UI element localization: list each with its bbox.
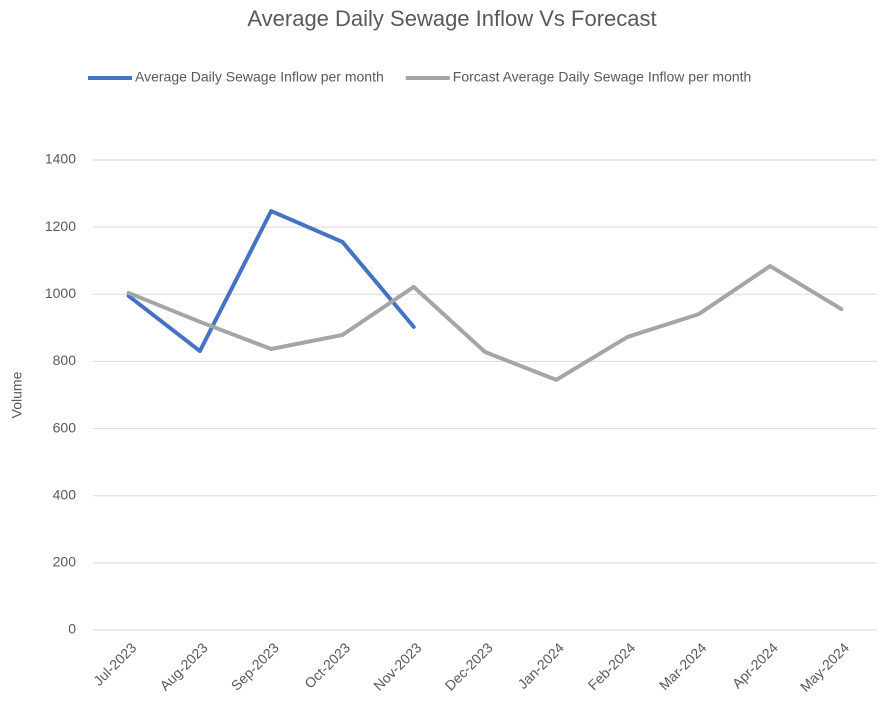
x-tick-label: Oct-2023 (301, 639, 353, 691)
series-line (126, 209, 416, 354)
y-axis-label: Volume (9, 371, 25, 418)
x-tick-label: Sep-2023 (228, 639, 282, 693)
y-tick-label: 600 (53, 419, 77, 435)
x-tick-label: Nov-2023 (370, 639, 424, 693)
x-tick-label: Feb-2024 (585, 639, 639, 693)
x-tick-label: Jul-2023 (90, 639, 139, 688)
x-tick-label: Aug-2023 (156, 639, 210, 693)
y-tick-label: 1400 (45, 151, 76, 167)
y-tick-label: 1000 (45, 285, 76, 301)
x-tick-label: Mar-2024 (656, 639, 710, 693)
x-tick-label: Dec-2023 (442, 639, 496, 693)
legend-label: Forcast Average Daily Sewage Inflow per … (453, 69, 752, 85)
x-tick-label: May-2024 (797, 639, 852, 694)
series-line (126, 264, 844, 382)
legend-label: Average Daily Sewage Inflow per month (135, 69, 384, 85)
chart-title: Average Daily Sewage Inflow Vs Forecast (247, 6, 656, 31)
y-tick-label: 200 (53, 554, 77, 570)
y-tick-label: 1200 (45, 218, 76, 234)
x-tick-label: Apr-2024 (729, 639, 781, 691)
y-tick-label: 400 (53, 486, 77, 502)
y-tick-label: 800 (53, 352, 77, 368)
x-tick-label: Jan-2024 (514, 639, 567, 692)
y-tick-label: 0 (68, 621, 76, 637)
